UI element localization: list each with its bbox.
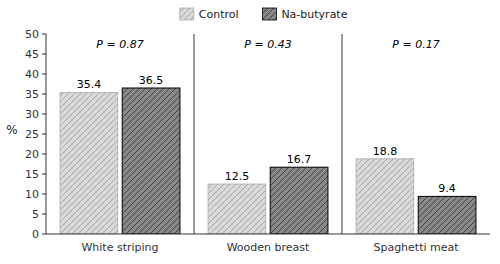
y-axis <box>46 34 47 234</box>
legend-label: Na-butyrate <box>281 8 347 21</box>
data-label: 18.8 <box>373 145 398 158</box>
y-tick-label: 45 <box>25 48 39 61</box>
annotation: P = 0.87 <box>96 38 143 51</box>
y-tick <box>42 54 46 55</box>
y-tick <box>42 94 46 95</box>
y-tick <box>42 214 46 215</box>
bar <box>122 88 180 234</box>
x-tick-label: Spaghetti meat <box>373 241 459 254</box>
legend-label: Control <box>199 8 239 21</box>
legend-swatch <box>262 8 276 20</box>
y-tick <box>42 174 46 175</box>
data-label: 9.4 <box>438 182 456 195</box>
annotation: P = 0.43 <box>244 38 291 51</box>
data-label: 36.5 <box>139 74 164 87</box>
y-tick-label: 0 <box>32 228 39 241</box>
data-label: 16.7 <box>287 153 312 166</box>
chart: 0 5 10 15 20 25 30 35 40 45 50% 35.4 36.5 12.5 16.7 18.… <box>0 0 500 264</box>
bar <box>208 184 266 234</box>
legend: Control Na-butyrate <box>180 8 348 21</box>
y-tick <box>42 114 46 115</box>
x-tick-label: Wooden breast <box>227 241 310 254</box>
bar <box>270 167 328 234</box>
y-tick-label: 40 <box>25 68 39 81</box>
y-tick <box>42 194 46 195</box>
group-divider <box>194 34 195 234</box>
y-tick-label: 35 <box>25 88 39 101</box>
y-tick <box>42 74 46 75</box>
y-tick-label: 10 <box>25 188 39 201</box>
data-label: 12.5 <box>225 170 250 183</box>
annotation: P = 0.17 <box>392 38 439 51</box>
y-tick <box>42 34 46 35</box>
y-tick <box>42 234 46 235</box>
bar <box>418 196 476 234</box>
bar <box>356 159 414 234</box>
data-labels: 35.4 36.5 12.5 16.7 18.8 9.4 <box>77 74 456 195</box>
y-tick-label: 20 <box>25 148 39 161</box>
y-tick-label: 25 <box>25 128 39 141</box>
y-axis-label: % <box>6 123 17 137</box>
group-divider <box>342 34 343 234</box>
y-tick-label: 30 <box>25 108 39 121</box>
bars <box>60 88 476 234</box>
y-tick-label: 5 <box>32 208 39 221</box>
bar <box>60 92 118 234</box>
x-tick-label: White striping <box>81 241 158 254</box>
y-tick-label: 50 <box>25 28 39 41</box>
data-label: 35.4 <box>77 78 102 91</box>
y-tick <box>42 154 46 155</box>
y-tick-label: 15 <box>25 168 39 181</box>
legend-swatch <box>180 8 194 20</box>
y-tick <box>42 134 46 135</box>
x-axis <box>46 234 490 235</box>
